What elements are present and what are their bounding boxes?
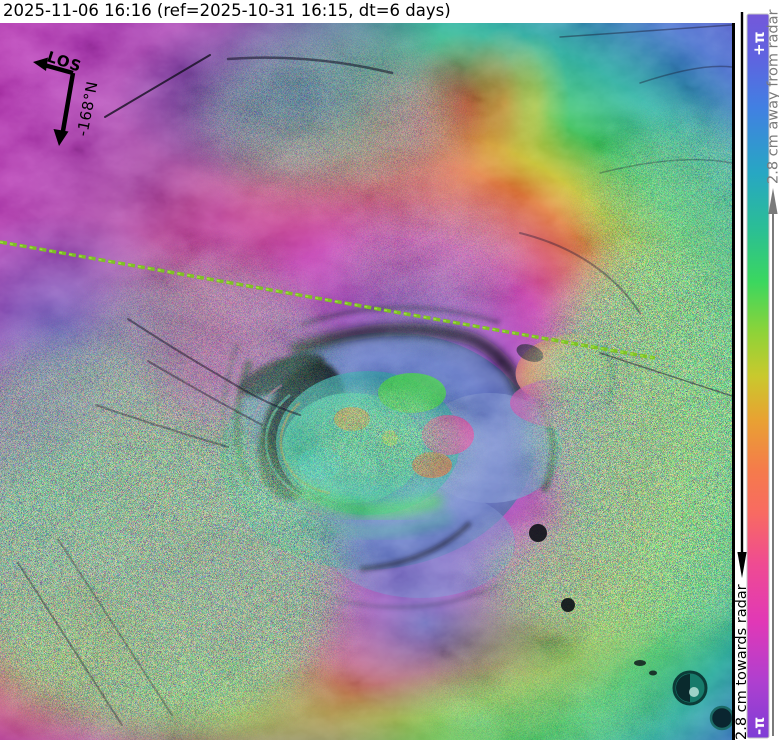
colorbar (746, 13, 770, 739)
towards-radar-label: 2.8 cm towards radar (735, 584, 750, 740)
pit-craters (529, 524, 735, 731)
title-bar: 2025-11-06 16:16 (ref=2025-10-31 16:15, … (0, 0, 779, 23)
colorbar-panel: +π -π 2.8 cm towards radar 2.8 cm away f… (735, 10, 779, 740)
coherence-speckle (0, 23, 732, 740)
profile-line (0, 240, 656, 360)
colorbar-bottom-label: -π (750, 717, 768, 735)
away-from-radar-arrow (768, 188, 778, 736)
los-arrow-icon (33, 57, 74, 76)
towards-radar-arrow (737, 12, 747, 578)
terrain-lineaments (17, 24, 733, 726)
interferogram-image: LOS -168°N (0, 3, 779, 740)
colorbar-top-label: +π (750, 32, 768, 56)
heading-arrow-icon (53, 72, 76, 146)
interferogram-canvas: LOS -168°N (0, 3, 779, 740)
page-title: 2025-11-06 16:16 (ref=2025-10-31 16:15, … (3, 1, 451, 20)
away-from-radar-label: 2.8 cm away from radar (766, 10, 779, 184)
